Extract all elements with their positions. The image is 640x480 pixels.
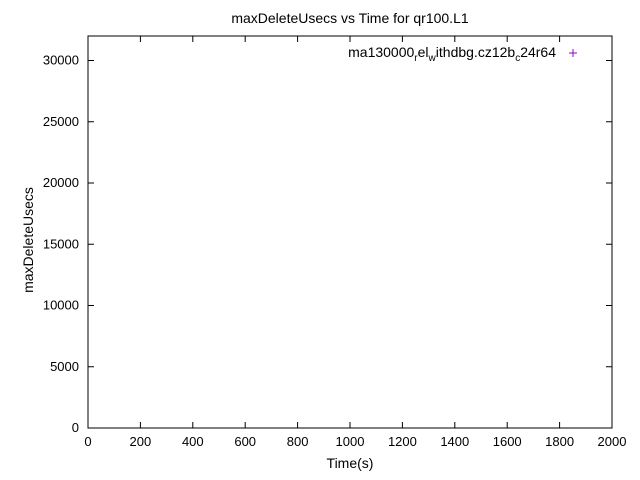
x-axis-label: Time(s) <box>326 455 374 471</box>
x-tick-label: 1800 <box>545 434 574 449</box>
y-tick-label: 25000 <box>43 114 79 129</box>
x-tick-label: 800 <box>287 434 309 449</box>
y-tick-label: 0 <box>72 420 79 435</box>
legend-label: ma130000relwithdbg.cz12bc24r64 <box>348 44 556 64</box>
chart-title: maxDeleteUsecs vs Time for qr100.L1 <box>231 10 469 26</box>
x-tick-label: 200 <box>130 434 152 449</box>
y-tick-label: 20000 <box>43 175 79 190</box>
y-tick-label: 10000 <box>43 298 79 313</box>
x-tick-label: 400 <box>182 434 204 449</box>
y-tick-label: 15000 <box>43 236 79 251</box>
y-tick-label: 30000 <box>43 53 79 68</box>
x-tick-label: 2000 <box>598 434 627 449</box>
x-tick-label: 1200 <box>388 434 417 449</box>
legend-marker <box>569 49 577 57</box>
x-tick-label: 1600 <box>493 434 522 449</box>
x-tick-label: 1400 <box>440 434 469 449</box>
x-tick-label: 0 <box>84 434 91 449</box>
x-tick-label: 1000 <box>336 434 365 449</box>
y-tick-label: 5000 <box>50 359 79 374</box>
y-axis-label: maxDeleteUsecs <box>20 187 36 293</box>
plot-border <box>87 35 613 429</box>
axis-ticks <box>87 36 613 429</box>
x-tick-label: 600 <box>234 434 256 449</box>
